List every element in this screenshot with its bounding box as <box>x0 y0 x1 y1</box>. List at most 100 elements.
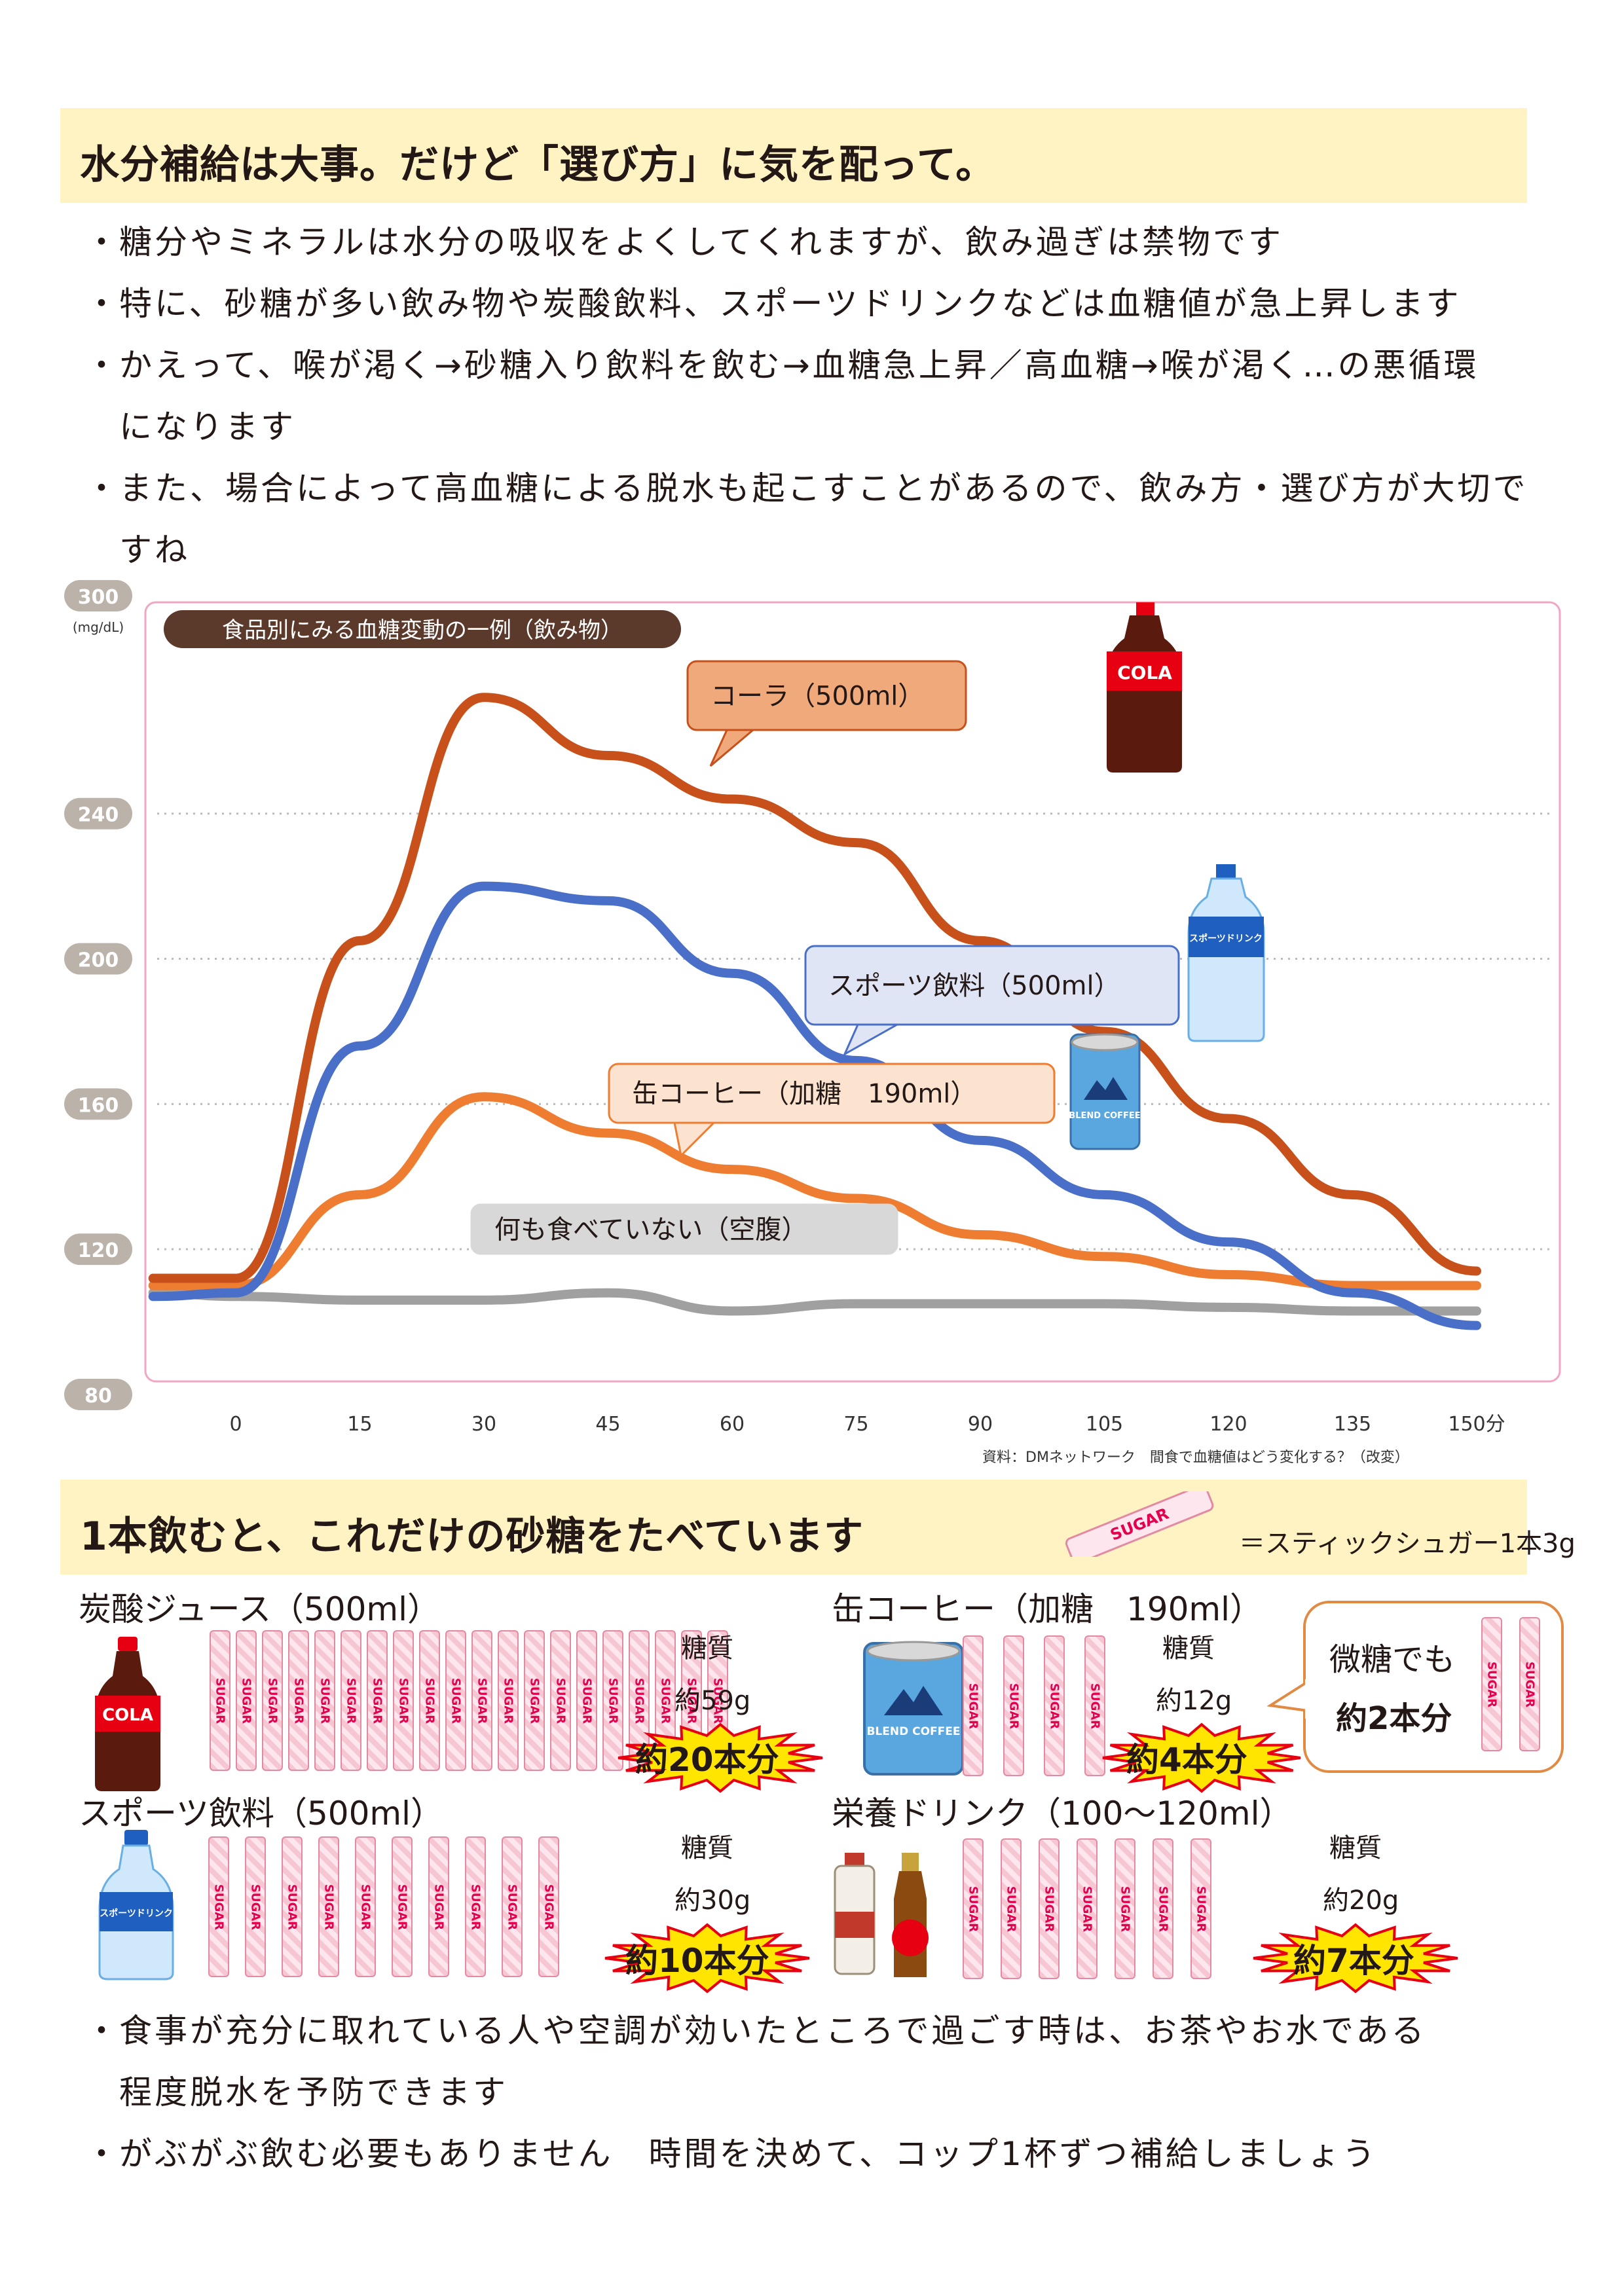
series-callout-tail <box>673 1121 716 1158</box>
intro-bullet: 特に、砂糖が多い飲み物や炭酸飲料、スポーツドリンクなどは血糖値が急上昇します <box>85 273 1552 335</box>
sugar-stick: SUGAR <box>1084 1635 1105 1776</box>
sugar-stick: SUGAR <box>288 1630 309 1771</box>
headline: 水分補給は大事。だけど「選び方」に気を配って。 <box>80 142 996 188</box>
coffee-can-lid <box>1071 1033 1139 1051</box>
sugar-amount-coffee: 約12g <box>1156 1686 1232 1716</box>
series-callout-box <box>804 945 1180 1026</box>
bubble-line2: 約2本分 <box>1336 1700 1452 1737</box>
count-energy: 約7本分 <box>1293 1942 1414 1980</box>
y-unit: (mg/dL) <box>73 619 124 635</box>
burst-energy <box>1253 1923 1458 1994</box>
burst-sports <box>604 1923 810 1994</box>
y-tick-pill <box>64 1379 132 1410</box>
outro-bullet: がぶがぶ飲む必要もありません 時間を決めて、コップ1杯ずつ補給しましょう <box>85 2123 1552 2185</box>
sugar-stick: SUGAR <box>1001 1838 1022 1979</box>
x-tick-label: 75 <box>843 1413 868 1436</box>
x-tick-label: 90 <box>968 1413 993 1436</box>
sugar-label: 糖質 <box>1329 1833 1382 1863</box>
sugar-stick: SUGAR <box>1481 1617 1502 1751</box>
series-line <box>148 881 1481 1330</box>
series-line <box>148 1092 1481 1290</box>
sugar-stick: SUGAR <box>210 1630 231 1771</box>
cola-bottle-label: COLA <box>1117 662 1172 683</box>
sugar-stick: SUGAR <box>602 1630 623 1771</box>
sugar-stick: SUGAR <box>445 1630 466 1771</box>
x-tick-label: 120 <box>1209 1413 1247 1436</box>
cola-bottle-icon: COLA <box>95 1637 160 1791</box>
count-sports: 約10本分 <box>625 1942 769 1980</box>
sugar-stick: SUGAR <box>314 1630 335 1771</box>
intro-bullet-list: 糖分やミネラルは水分の吸収をよくしてくれますが、飲み過ぎは禁物です 特に、砂糖が… <box>85 211 1552 581</box>
sugar-amount-cola: 約59g <box>674 1686 751 1716</box>
sugar-stick: SUGAR <box>419 1630 440 1771</box>
series-callout-tail <box>709 729 756 767</box>
count-coffee: 約4本分 <box>1126 1741 1247 1779</box>
headline-banner: 水分補給は大事。だけど「選び方」に気を配って。 <box>60 108 1527 203</box>
sugar-sticks-coffee: SUGAR SUGAR SUGAR SUGAR <box>963 1635 1105 1776</box>
coffee-can-mountain <box>1084 1077 1128 1100</box>
sugar-stick: SUGAR <box>1519 1617 1540 1751</box>
y-tick-label: 120 <box>78 1239 119 1262</box>
outro-bullet: 食事が充分に取れている人や空調が効いたところで過ごす時は、お茶やお水である程度脱… <box>85 2000 1462 2123</box>
series-label: 何も食べていない（空腹） <box>494 1215 807 1245</box>
sports-bottle-label: スポーツドリンク <box>1189 933 1263 944</box>
sugar-sticks-sports: SUGAR SUGAR SUGAR SUGAR SUGAR SUGAR SUGAR SUGAR… <box>208 1836 559 1977</box>
y-tick-label: 80 <box>84 1385 112 1408</box>
x-tick-label: 45 <box>595 1413 620 1436</box>
sugar-stick: SUGAR <box>367 1630 388 1771</box>
y-tick-pill <box>64 1233 132 1266</box>
sugar-sticks-energy: SUGAR SUGAR SUGAR SUGAR SUGAR SUGAR SUGAR <box>963 1838 1211 1979</box>
series-callout-box <box>470 1203 898 1255</box>
sugar-stick: SUGAR <box>465 1836 486 1977</box>
section2-title: 1本飲むと、これだけの砂糖をたべています <box>80 1514 864 1559</box>
svg-text:スポーツドリンク: スポーツドリンク <box>100 1908 173 1919</box>
coffee-can-icon: BLEND COFFEE <box>863 1641 964 1776</box>
drink-title-energy: 栄養ドリンク（100〜120ml） <box>832 1795 1293 1832</box>
drink-title-sports: スポーツ飲料（500ml） <box>79 1795 444 1832</box>
bubble-tail <box>1267 1679 1313 1719</box>
x-tick-label: 105 <box>1086 1413 1123 1436</box>
series-label: 缶コーヒー（加糖 190ml） <box>632 1079 976 1109</box>
sports-drink-bottle-icon: スポーツドリンク <box>98 1830 174 1980</box>
chart-svg: 300 240 200 160 120 80 (mg/dL) 0 15 30 45 60 75 90 105… <box>64 580 1561 1436</box>
blood-glucose-chart: 300 240 200 160 120 80 (mg/dL) 0 15 30 45 60 75 90 105… <box>0 576 1624 1480</box>
burst-cola <box>618 1722 823 1793</box>
sugar-stick: SUGAR <box>498 1630 519 1771</box>
sugar-stick: SUGAR <box>1044 1635 1065 1776</box>
x-tick-label: 150分 <box>1448 1413 1505 1436</box>
sugar-stick: SUGAR <box>1039 1838 1060 1979</box>
sugar-stick: SUGAR <box>1077 1838 1098 1979</box>
section2-banner: 1本飲むと、これだけの砂糖をたべています SUGAR ＝スティックシュガー1本3… <box>60 1480 1576 1575</box>
series-line <box>148 693 1481 1283</box>
sugar-stick: SUGAR <box>502 1836 523 1977</box>
sugar-stick: SUGAR <box>524 1630 545 1771</box>
sports-drink-bottle-icon <box>1216 864 1236 879</box>
y-tick-pill <box>64 580 132 611</box>
sugar-stick: SUGAR <box>392 1836 413 1977</box>
sugar-stick: SUGAR <box>550 1630 571 1771</box>
svg-text:BLEND COFFEE: BLEND COFFEE <box>866 1725 960 1738</box>
drink-title-cola: 炭酸ジュース（500ml） <box>79 1590 441 1628</box>
sugar-label: 糖質 <box>681 1633 733 1664</box>
y-tick-label: 300 <box>78 586 119 609</box>
sugar-label: 糖質 <box>1162 1633 1215 1664</box>
y-tick-pill <box>64 797 132 829</box>
x-tick-label: 0 <box>229 1413 242 1436</box>
drink-title-coffee: 缶コーヒー（加糖 190ml） <box>832 1590 1263 1628</box>
svg-text:COLA: COLA <box>102 1705 153 1725</box>
sugar-stick: SUGAR <box>538 1836 559 1977</box>
sugar-amount-sports: 約30g <box>674 1886 751 1916</box>
stick-note: ＝スティックシュガー1本3g <box>1239 1529 1576 1559</box>
sugar-stick: SUGAR <box>1115 1838 1135 1979</box>
sugar-stick: SUGAR <box>963 1838 984 1979</box>
burst-coffee <box>1102 1722 1301 1793</box>
outro-bullet-list: 食事が充分に取れている人や空調が効いたところで過ごす時は、お茶やお水である程度脱… <box>85 2000 1552 2185</box>
cola-bottle-icon <box>1136 602 1154 615</box>
sugar-stick: SUGAR <box>1153 1838 1173 1979</box>
sugar-stick: SUGAR <box>208 1836 229 1977</box>
coffee-can-label: BLEND COFFEE <box>1069 1111 1140 1121</box>
sports-bottle-body <box>1187 877 1265 1042</box>
series-callout-box <box>608 1063 1056 1124</box>
intro-bullet: かえって、喉が渇く→砂糖入り飲料を飲む→血糖急上昇／高血糖→喉が渇く…の悪循環に… <box>85 335 1494 458</box>
sugar-stick: SUGAR <box>393 1630 414 1771</box>
